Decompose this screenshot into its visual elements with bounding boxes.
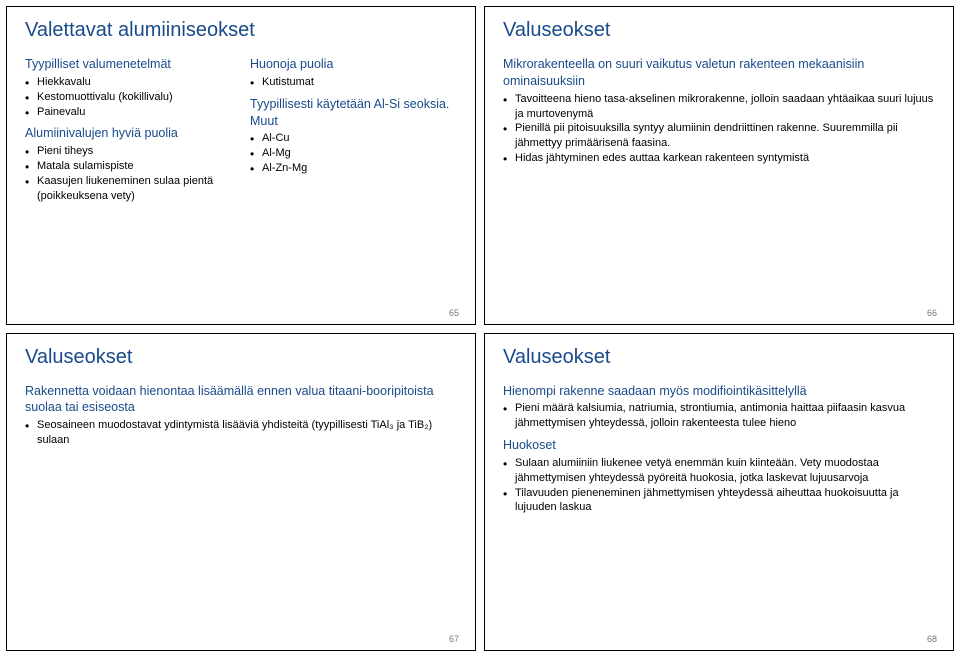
right-column: Huonoja puolia Kutistumat Tyypillisesti … xyxy=(250,52,457,210)
slide-title: Valettavat alumiiniseokset xyxy=(25,19,457,42)
subheading: Mikrorakenteella on suuri vaikutus valet… xyxy=(503,56,935,90)
page-number: 67 xyxy=(449,634,459,644)
slide-3: Valuseokset Rakennetta voidaan hienontaa… xyxy=(6,333,476,652)
subheading: Tyypillisesti käytetään Al-Si seoksia. M… xyxy=(250,96,457,130)
slide-body: Hienompi rakenne saadaan myös modifioint… xyxy=(503,379,935,522)
slide-title: Valuseokset xyxy=(25,346,457,369)
list-item: Kaasujen liukeneminen sulaa pientä (poik… xyxy=(25,174,232,204)
page-number: 65 xyxy=(449,308,459,318)
subheading: Alumiinivalujen hyviä puolia xyxy=(25,125,232,142)
list-item: Tilavuuden pieneneminen jähmettymisen yh… xyxy=(503,486,935,516)
list-item: Al-Zn-Mg xyxy=(250,161,457,176)
list-item: Seosaineen muodostavat ydintymistä lisää… xyxy=(25,418,457,448)
page-number: 68 xyxy=(927,634,937,644)
bullet-list: Seosaineen muodostavat ydintymistä lisää… xyxy=(25,418,457,448)
subheading: Hienompi rakenne saadaan myös modifioint… xyxy=(503,383,935,400)
subheading: Rakennetta voidaan hienontaa lisäämällä … xyxy=(25,383,457,417)
list-item: Painevalu xyxy=(25,105,232,120)
bullet-list: Sulaan alumiiniin liukenee vetyä enemmän… xyxy=(503,456,935,515)
list-item: Tavoitteena hieno tasa-akselinen mikrora… xyxy=(503,92,935,122)
list-item: Kutistumat xyxy=(250,75,457,90)
slide-body: Tyypilliset valumenetelmät Hiekkavalu Ke… xyxy=(25,52,457,210)
bullet-list: Hiekkavalu Kestomuottivalu (kokillivalu)… xyxy=(25,75,232,120)
bullet-list: Pieni tiheys Matala sulamispiste Kaasuje… xyxy=(25,144,232,203)
bullet-list: Pieni määrä kalsiumia, natriumia, stront… xyxy=(503,401,935,431)
slide-title: Valuseokset xyxy=(503,19,935,42)
list-item: Pienillä pii pitoisuuksilla syntyy alumi… xyxy=(503,121,935,151)
page-number: 66 xyxy=(927,308,937,318)
subheading: Huokoset xyxy=(503,437,935,454)
list-item: Al-Mg xyxy=(250,146,457,161)
list-item: Kestomuottivalu (kokillivalu) xyxy=(25,90,232,105)
slide-1: Valettavat alumiiniseokset Tyypilliset v… xyxy=(6,6,476,325)
slide-body: Mikrorakenteella on suuri vaikutus valet… xyxy=(503,52,935,172)
slide-title: Valuseokset xyxy=(503,346,935,369)
slide-body: Rakennetta voidaan hienontaa lisäämällä … xyxy=(25,379,457,454)
slide-4: Valuseokset Hienompi rakenne saadaan myö… xyxy=(484,333,954,652)
list-item: Hiekkavalu xyxy=(25,75,232,90)
bullet-list: Al-Cu Al-Mg Al-Zn-Mg xyxy=(250,131,457,176)
list-item: Pieni tiheys xyxy=(25,144,232,159)
subheading: Tyypilliset valumenetelmät xyxy=(25,56,232,73)
bullet-list: Kutistumat xyxy=(250,75,457,90)
list-item: Hidas jähtyminen edes auttaa karkean rak… xyxy=(503,151,935,166)
list-item: Pieni määrä kalsiumia, natriumia, stront… xyxy=(503,401,935,431)
slide-2: Valuseokset Mikrorakenteella on suuri va… xyxy=(484,6,954,325)
bullet-list: Tavoitteena hieno tasa-akselinen mikrora… xyxy=(503,92,935,166)
list-item: Sulaan alumiiniin liukenee vetyä enemmän… xyxy=(503,456,935,486)
list-item: Matala sulamispiste xyxy=(25,159,232,174)
left-column: Tyypilliset valumenetelmät Hiekkavalu Ke… xyxy=(25,52,232,210)
list-item: Al-Cu xyxy=(250,131,457,146)
subheading: Huonoja puolia xyxy=(250,56,457,73)
